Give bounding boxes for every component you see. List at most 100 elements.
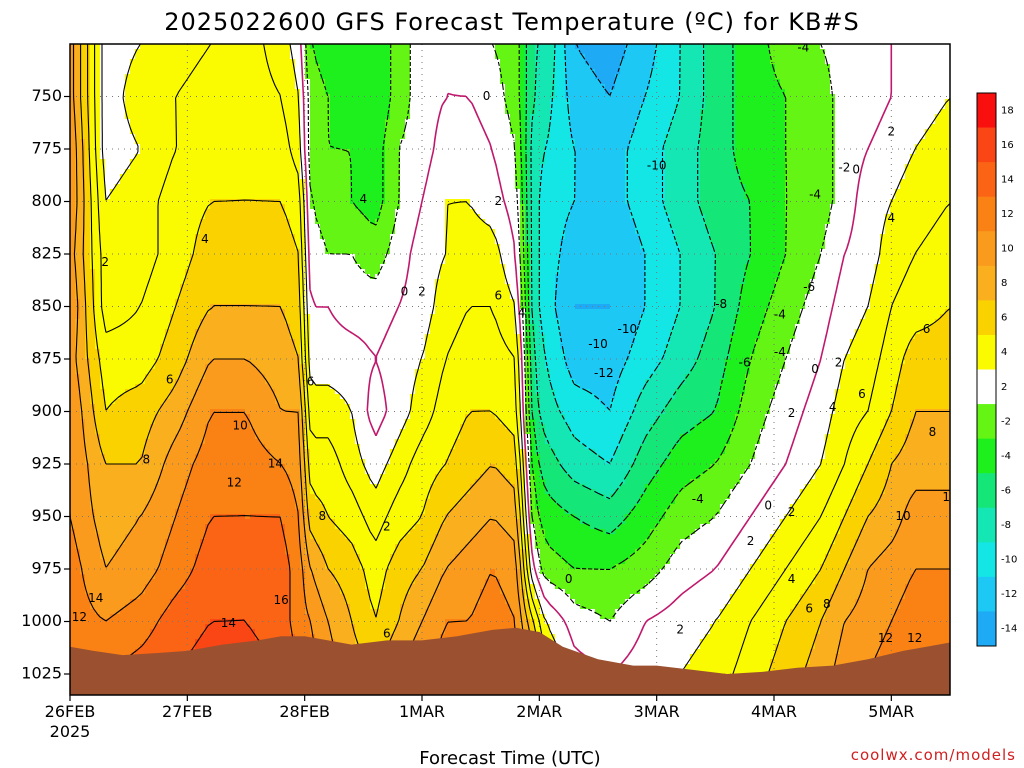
temperature-cell bbox=[225, 279, 231, 285]
temperature-cell bbox=[165, 344, 171, 350]
temperature-cell bbox=[110, 234, 116, 240]
temperature-cell bbox=[185, 454, 191, 460]
temperature-cell bbox=[165, 389, 171, 395]
temperature-cell bbox=[135, 644, 141, 650]
temperature-cell bbox=[110, 284, 116, 290]
temperature-cell bbox=[115, 209, 121, 215]
temperature-cell bbox=[245, 319, 251, 325]
temperature-cell bbox=[230, 624, 236, 630]
temperature-cell bbox=[170, 649, 176, 655]
temperature-cell bbox=[235, 304, 241, 310]
temperature-cell bbox=[250, 394, 256, 400]
temperature-cell bbox=[205, 519, 211, 525]
temperature-cell bbox=[80, 99, 86, 105]
temperature-cell bbox=[105, 304, 111, 310]
temperature-cell bbox=[70, 509, 76, 515]
temperature-cell bbox=[165, 249, 171, 255]
temperature-cell bbox=[235, 49, 241, 55]
temperature-cell bbox=[220, 129, 226, 135]
temperature-cell bbox=[150, 624, 156, 630]
temperature-cell bbox=[110, 139, 116, 145]
temperature-cell bbox=[210, 454, 216, 460]
temperature-cell bbox=[245, 99, 251, 105]
temperature-cell bbox=[110, 419, 116, 425]
temperature-cell bbox=[220, 509, 226, 515]
temperature-cell bbox=[110, 109, 116, 115]
temperature-cell bbox=[250, 609, 256, 615]
temperature-cell bbox=[70, 99, 76, 105]
temperature-cell bbox=[120, 79, 126, 85]
temperature-cell bbox=[235, 384, 241, 390]
temperature-cell bbox=[200, 509, 206, 515]
temperature-cell bbox=[145, 289, 151, 295]
temperature-cell bbox=[210, 529, 216, 535]
temperature-cell bbox=[195, 374, 201, 380]
temperature-cell bbox=[150, 404, 156, 410]
temperature-cell bbox=[210, 264, 216, 270]
temperature-cell bbox=[255, 79, 261, 85]
temperature-cell bbox=[225, 304, 231, 310]
temperature-cell bbox=[95, 384, 101, 390]
temperature-cell bbox=[235, 94, 241, 100]
temperature-cell bbox=[225, 419, 231, 425]
temperature-cell bbox=[195, 94, 201, 100]
temperature-cell bbox=[195, 154, 201, 160]
temperature-cell bbox=[90, 154, 96, 160]
temperature-cell bbox=[80, 429, 86, 435]
temperature-cell bbox=[75, 494, 81, 500]
temperature-cell bbox=[115, 584, 121, 590]
temperature-cell bbox=[205, 489, 211, 495]
temperature-cell bbox=[105, 569, 111, 575]
temperature-cell bbox=[120, 579, 126, 585]
temperature-cell bbox=[155, 149, 161, 155]
temperature-cell bbox=[130, 349, 136, 355]
temperature-cell bbox=[200, 624, 206, 630]
temperature-cell bbox=[85, 134, 91, 140]
temperature-cell bbox=[100, 414, 106, 420]
temperature-cell bbox=[200, 449, 206, 455]
temperature-cell bbox=[90, 584, 96, 590]
temperature-cell bbox=[180, 644, 186, 650]
temperature-cell bbox=[115, 554, 121, 560]
temperature-cell bbox=[185, 514, 191, 520]
temperature-cell bbox=[140, 129, 146, 135]
temperature-cell bbox=[85, 204, 91, 210]
temperature-cell bbox=[170, 64, 176, 70]
temperature-cell bbox=[110, 44, 116, 50]
temperature-cell bbox=[85, 444, 91, 450]
temperature-cell bbox=[150, 434, 156, 440]
temperature-cell bbox=[130, 49, 136, 55]
temperature-cell bbox=[95, 579, 101, 585]
temperature-cell bbox=[170, 234, 176, 240]
temperature-cell bbox=[240, 524, 246, 530]
temperature-cell bbox=[235, 319, 241, 325]
temperature-cell bbox=[85, 194, 91, 200]
temperature-cell bbox=[235, 364, 241, 370]
temperature-cell bbox=[190, 314, 196, 320]
temperature-cell bbox=[215, 409, 221, 415]
temperature-cell bbox=[70, 594, 76, 600]
temperature-cell bbox=[205, 179, 211, 185]
temperature-cell bbox=[165, 64, 171, 70]
temperature-cell bbox=[145, 569, 151, 575]
temperature-cell bbox=[125, 254, 131, 260]
temperature-cell bbox=[70, 484, 76, 490]
temperature-cell bbox=[125, 459, 131, 465]
temperature-cell bbox=[135, 174, 141, 180]
temperature-cell bbox=[130, 574, 136, 580]
temperature-cell bbox=[75, 514, 81, 520]
temperature-cell bbox=[235, 374, 241, 380]
temperature-cell bbox=[110, 579, 116, 585]
temperature-cell bbox=[220, 484, 226, 490]
temperature-cell bbox=[155, 169, 161, 175]
temperature-cell bbox=[110, 434, 116, 440]
temperature-cell bbox=[130, 84, 136, 90]
temperature-cell bbox=[255, 94, 261, 100]
temperature-cell bbox=[210, 599, 216, 605]
temperature-cell bbox=[150, 599, 156, 605]
temperature-cell bbox=[125, 129, 131, 135]
temperature-cell bbox=[250, 584, 256, 590]
temperature-cell bbox=[155, 509, 161, 515]
temperature-cell bbox=[140, 389, 146, 395]
temperature-cell bbox=[230, 519, 236, 525]
